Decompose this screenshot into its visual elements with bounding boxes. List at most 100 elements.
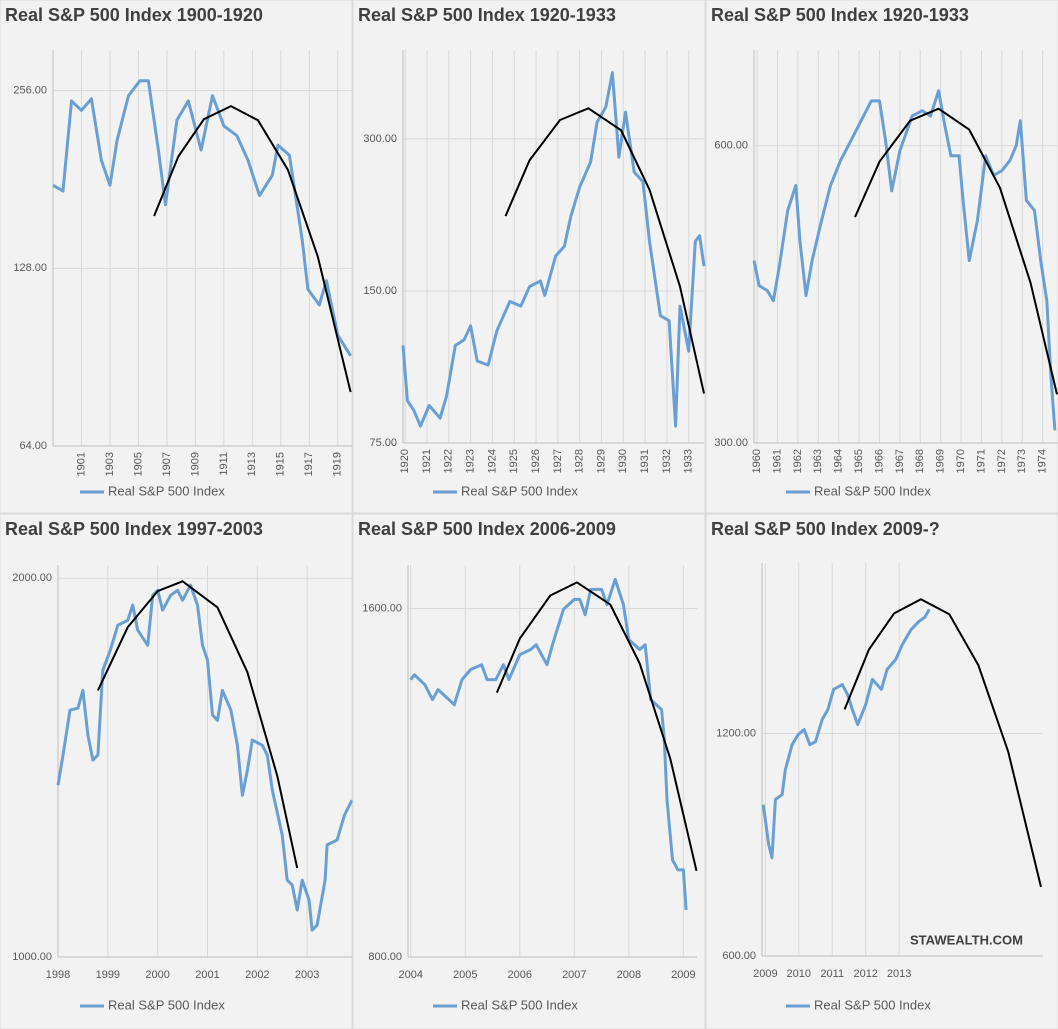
data-line [52, 79, 352, 357]
y-tick-label: 128.00 [13, 262, 47, 274]
x-tick-label: 2002 [245, 969, 269, 981]
x-tick-label: 2004 [398, 969, 422, 981]
trend-curve [504, 107, 705, 394]
y-tick-label: 300.00 [363, 133, 397, 145]
x-tick-label: 2011 [820, 968, 844, 980]
x-tick-label: 2001 [195, 969, 219, 981]
chart-panel: Real S&P 500 Index 1900-1920 64.00 128.00 2… [0, 0, 353, 514]
y-tick-label: 150.00 [363, 285, 397, 297]
y-tick-label: 256.00 [13, 85, 47, 97]
x-tick-label: 1999 [96, 969, 120, 981]
chart-title: Real S&P 500 Index 2009-? [711, 519, 940, 539]
trend-curve [495, 581, 698, 872]
x-tick-label: 2006 [508, 969, 532, 981]
x-tick-label: 1964 [833, 449, 845, 473]
chart-title: Real S&P 500 Index 1997-2003 [5, 519, 263, 539]
y-tick-label: 1600.00 [362, 602, 402, 614]
x-tick-label: 1998 [46, 969, 70, 981]
chart-title: Real S&P 500 Index 1920-1933 [711, 5, 969, 25]
x-tick-label: 2013 [887, 968, 911, 980]
y-tick-label: 1200.00 [716, 727, 756, 739]
x-tick-label: 1971 [975, 449, 987, 473]
x-tick-label: 1909 [189, 452, 201, 476]
legend-label: Real S&P 500 Index [108, 997, 225, 1012]
x-tick-label: 1960 [751, 449, 763, 473]
x-tick-label: 1913 [246, 452, 258, 476]
x-tick-label: 2010 [787, 968, 811, 980]
x-tick-label: 1923 [465, 449, 477, 473]
x-tick-label: 2003 [295, 969, 319, 981]
y-tick-label: 64.00 [19, 440, 47, 452]
x-tick-label: 1921 [421, 449, 433, 473]
legend-label: Real S&P 500 Index [814, 997, 931, 1012]
x-tick-label: 1966 [873, 449, 885, 473]
annotation: STAWEALTH.COM [910, 932, 1023, 947]
data-line [401, 71, 706, 428]
y-tick-label: 600.00 [714, 140, 748, 152]
x-tick-label: 2000 [145, 969, 169, 981]
x-tick-label: 1917 [303, 452, 315, 476]
legend-label: Real S&P 500 Index [108, 483, 225, 498]
x-tick-label: 1915 [275, 452, 287, 476]
x-tick-label: 2012 [853, 968, 877, 980]
x-tick-label: 1969 [935, 449, 947, 473]
chart-panel: Real S&P 500 Index 2009-? 600.00 1200.00 20… [705, 513, 1058, 1029]
trend-curve [153, 105, 352, 393]
legend-label: Real S&P 500 Index [461, 997, 578, 1012]
data-line [752, 89, 1057, 431]
x-tick-label: 1930 [617, 449, 629, 473]
x-tick-label: 1927 [552, 449, 564, 473]
panel-background [0, 0, 353, 514]
chart-title: Real S&P 500 Index 2006-2009 [358, 519, 616, 539]
x-tick-label: 1924 [486, 449, 498, 473]
legend-label: Real S&P 500 Index [461, 483, 578, 498]
x-tick-label: 1973 [1016, 449, 1028, 473]
x-tick-label: 1901 [75, 452, 87, 476]
y-tick-label: 75.00 [369, 437, 397, 449]
x-tick-label: 1961 [771, 449, 783, 473]
x-tick-label: 2005 [453, 969, 477, 981]
x-tick-label: 1926 [530, 449, 542, 473]
chart-title: Real S&P 500 Index 1920-1933 [358, 5, 616, 25]
x-tick-label: 1928 [574, 449, 586, 473]
x-tick-label: 2009 [753, 968, 777, 980]
legend-label: Real S&P 500 Index [814, 483, 931, 498]
chart-panel: Real S&P 500 Index 1920-1933 75.00 150.00 3… [352, 0, 706, 514]
panel-background [0, 513, 353, 1029]
x-tick-label: 1929 [595, 449, 607, 473]
panel-background [705, 0, 1058, 514]
x-tick-label: 1962 [792, 449, 804, 473]
x-tick-label: 1967 [894, 449, 906, 473]
panel-background [352, 513, 706, 1029]
x-tick-label: 2009 [671, 969, 695, 981]
x-tick-label: 1974 [1037, 449, 1049, 473]
x-tick-label: 1919 [332, 452, 344, 476]
x-tick-label: 1907 [161, 452, 173, 476]
data-line [761, 608, 931, 860]
x-tick-label: 1931 [639, 449, 651, 473]
trend-curve [854, 107, 1058, 395]
x-tick-label: 1911 [218, 452, 230, 476]
y-tick-label: 1000.00 [12, 951, 52, 963]
data-line [409, 577, 688, 911]
x-tick-label: 2008 [617, 969, 641, 981]
x-tick-label: 1970 [955, 449, 967, 473]
chart-panel: Real S&P 500 Index 2006-2009 800.00 1600.0… [352, 513, 706, 1029]
x-tick-label: 1965 [853, 449, 865, 473]
x-tick-label: 2007 [562, 969, 586, 981]
y-tick-label: 2000.00 [12, 572, 52, 584]
chart-panel: Real S&P 500 Index 1920-1933 300.00 600.00… [705, 0, 1058, 514]
x-tick-label: 1963 [812, 449, 824, 473]
y-tick-label: 300.00 [714, 437, 748, 449]
x-tick-label: 1925 [508, 449, 520, 473]
x-tick-label: 1933 [683, 449, 695, 473]
x-tick-label: 1972 [996, 449, 1008, 473]
y-tick-label: 600.00 [722, 950, 756, 962]
x-tick-label: 1932 [661, 449, 673, 473]
x-tick-label: 1903 [104, 452, 116, 476]
panel-background [705, 513, 1058, 1029]
x-tick-label: 1920 [399, 449, 411, 473]
x-tick-label: 1968 [914, 449, 926, 473]
panel-background [352, 0, 706, 514]
